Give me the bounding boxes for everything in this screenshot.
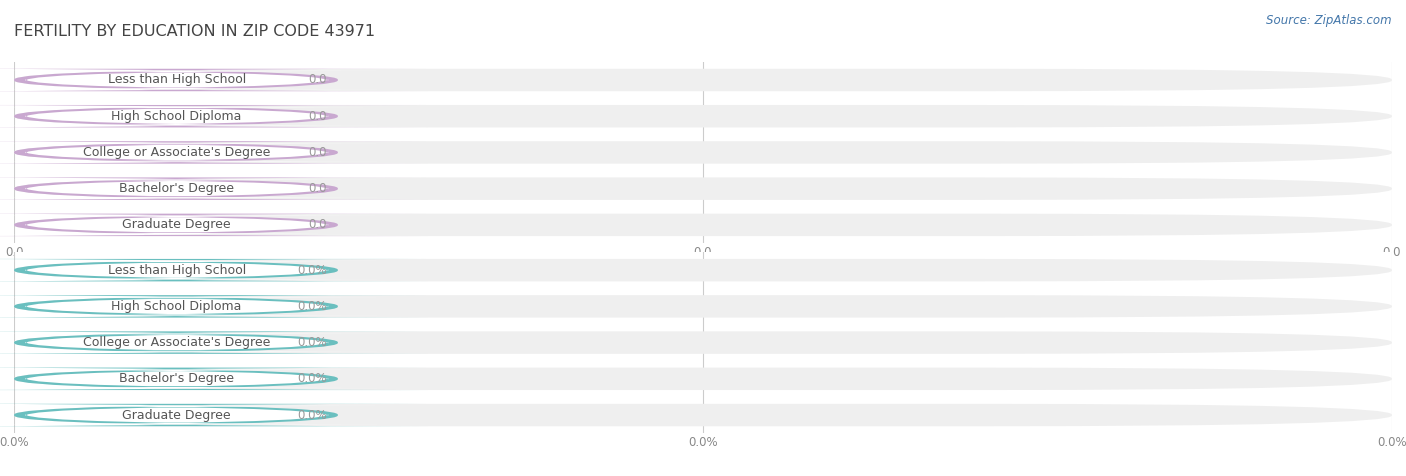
FancyBboxPatch shape bbox=[0, 178, 427, 200]
FancyBboxPatch shape bbox=[14, 259, 1392, 281]
FancyBboxPatch shape bbox=[14, 214, 1392, 236]
Text: High School Diploma: High School Diploma bbox=[111, 109, 242, 123]
Text: 0.0: 0.0 bbox=[308, 182, 326, 195]
FancyBboxPatch shape bbox=[0, 69, 427, 91]
Text: Bachelor's Degree: Bachelor's Degree bbox=[120, 372, 235, 386]
Text: 0.0%: 0.0% bbox=[297, 264, 326, 277]
FancyBboxPatch shape bbox=[0, 333, 411, 352]
FancyBboxPatch shape bbox=[0, 71, 411, 89]
FancyBboxPatch shape bbox=[0, 406, 411, 424]
Text: 0.0%: 0.0% bbox=[297, 336, 326, 349]
Text: 0.0%: 0.0% bbox=[297, 300, 326, 313]
Text: Less than High School: Less than High School bbox=[107, 73, 246, 87]
FancyBboxPatch shape bbox=[0, 404, 427, 426]
Text: Graduate Degree: Graduate Degree bbox=[122, 408, 231, 422]
FancyBboxPatch shape bbox=[0, 107, 411, 126]
FancyBboxPatch shape bbox=[0, 141, 427, 164]
FancyBboxPatch shape bbox=[0, 369, 411, 388]
FancyBboxPatch shape bbox=[0, 214, 427, 236]
FancyBboxPatch shape bbox=[14, 404, 1392, 426]
FancyBboxPatch shape bbox=[0, 331, 427, 354]
Text: 0.0%: 0.0% bbox=[297, 372, 326, 386]
FancyBboxPatch shape bbox=[14, 295, 1392, 317]
Text: 0.0%: 0.0% bbox=[297, 408, 326, 422]
FancyBboxPatch shape bbox=[14, 141, 1392, 164]
Text: Bachelor's Degree: Bachelor's Degree bbox=[120, 182, 235, 195]
FancyBboxPatch shape bbox=[0, 367, 427, 390]
FancyBboxPatch shape bbox=[14, 331, 1392, 354]
FancyBboxPatch shape bbox=[0, 179, 411, 198]
FancyBboxPatch shape bbox=[14, 178, 1392, 200]
FancyBboxPatch shape bbox=[0, 259, 427, 281]
FancyBboxPatch shape bbox=[0, 295, 427, 317]
Text: 0.0: 0.0 bbox=[308, 73, 326, 87]
Text: Source: ZipAtlas.com: Source: ZipAtlas.com bbox=[1267, 14, 1392, 27]
Text: FERTILITY BY EDUCATION IN ZIP CODE 43971: FERTILITY BY EDUCATION IN ZIP CODE 43971 bbox=[14, 24, 375, 39]
Text: 0.0: 0.0 bbox=[308, 109, 326, 123]
Text: College or Associate's Degree: College or Associate's Degree bbox=[83, 336, 270, 349]
Text: Graduate Degree: Graduate Degree bbox=[122, 218, 231, 231]
Text: College or Associate's Degree: College or Associate's Degree bbox=[83, 146, 270, 159]
FancyBboxPatch shape bbox=[0, 216, 411, 234]
FancyBboxPatch shape bbox=[14, 105, 1392, 128]
FancyBboxPatch shape bbox=[14, 69, 1392, 91]
FancyBboxPatch shape bbox=[0, 261, 411, 279]
FancyBboxPatch shape bbox=[0, 143, 411, 162]
Text: 0.0: 0.0 bbox=[308, 218, 326, 231]
Text: Less than High School: Less than High School bbox=[107, 264, 246, 277]
FancyBboxPatch shape bbox=[0, 105, 427, 128]
Text: 0.0: 0.0 bbox=[308, 146, 326, 159]
FancyBboxPatch shape bbox=[14, 367, 1392, 390]
Text: High School Diploma: High School Diploma bbox=[111, 300, 242, 313]
FancyBboxPatch shape bbox=[0, 297, 411, 316]
